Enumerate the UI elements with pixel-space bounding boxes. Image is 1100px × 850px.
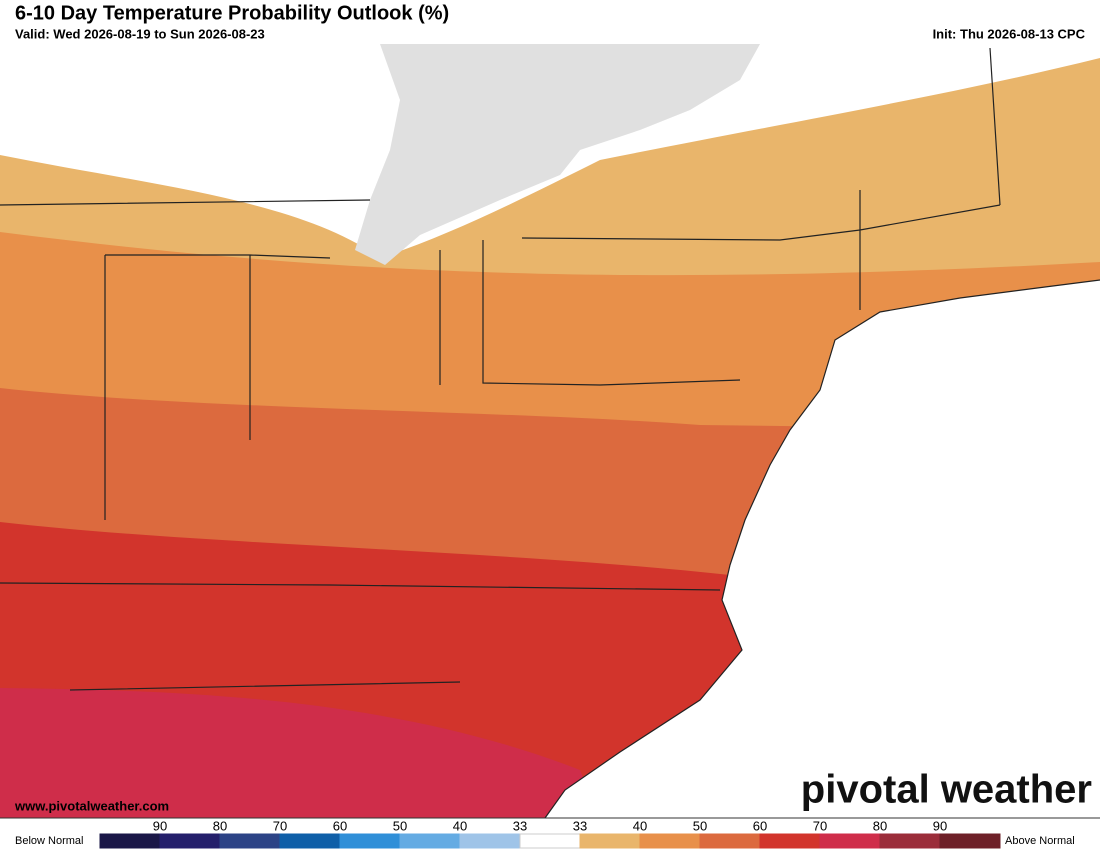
legend-tick: 50 [393, 818, 407, 833]
legend-swatch [819, 833, 881, 849]
init-time: Init: Thu 2026-08-13 CPC [933, 26, 1086, 41]
legend-tick: 80 [213, 818, 227, 833]
lakes [355, 44, 760, 265]
legend-tick: 33 [573, 818, 587, 833]
website: www.pivotalweather.com [14, 798, 169, 813]
legend-swatch [99, 833, 161, 849]
legend-tick: 70 [273, 818, 287, 833]
legend-swatch [579, 833, 641, 849]
ocean [545, 280, 1100, 818]
below-label: Below Normal [15, 835, 83, 847]
legend: Below Normal Above Normal 90 80 70 60 50 40 33… [15, 818, 1075, 849]
legend-tick: 90 [153, 818, 167, 833]
state-borders [0, 47, 1001, 691]
map: www.pivotalweather.com pivotal weather [0, 44, 1100, 819]
legend-swatch [699, 833, 761, 849]
title: 6-10 Day Temperature Probability Outlook… [15, 2, 449, 24]
legend-swatch [279, 833, 341, 849]
legend-swatch [339, 833, 401, 849]
legend-tick: 33 [513, 818, 527, 833]
legend-swatch [459, 833, 521, 849]
brand: pivotal weather [801, 768, 1092, 812]
legend-tick: 90 [933, 818, 947, 833]
coastline [544, 279, 1100, 819]
legend-swatch [639, 833, 701, 849]
legend-swatch [219, 833, 281, 849]
band-80 [0, 688, 600, 818]
legend-swatch [759, 833, 821, 849]
legend-swatch [879, 833, 941, 849]
legend-tick: 80 [873, 818, 887, 833]
legend-tick: 60 [753, 818, 767, 833]
legend-swatch [159, 833, 221, 849]
legend-swatch [399, 833, 461, 849]
legend-tick: 50 [693, 818, 707, 833]
legend-tick: 70 [813, 818, 827, 833]
legend-tick: 40 [633, 818, 647, 833]
legend-tick: 40 [453, 818, 467, 833]
above-label: Above Normal [1005, 835, 1075, 847]
legend-swatch [939, 833, 1001, 849]
legend-tick: 60 [333, 818, 347, 833]
valid-time: Valid: Wed 2026-08-19 to Sun 2026-08-23 [15, 26, 265, 41]
legend-swatch [519, 833, 581, 849]
